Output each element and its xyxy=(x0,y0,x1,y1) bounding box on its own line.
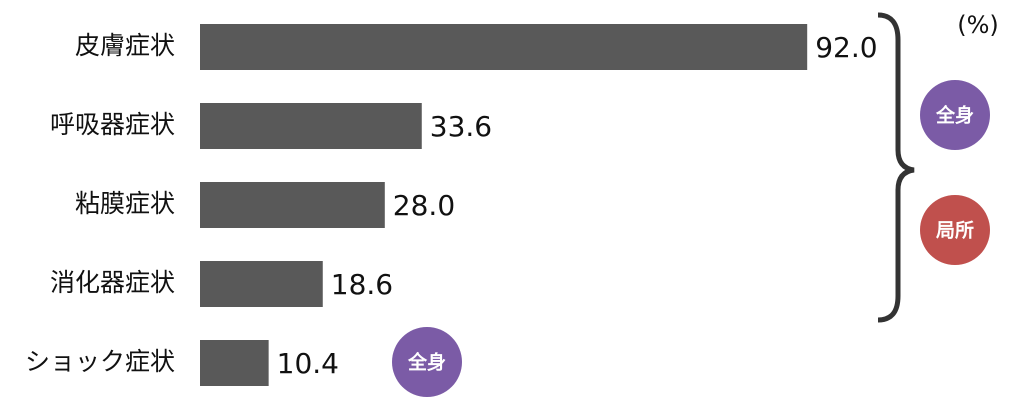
bar xyxy=(200,24,808,70)
value-label: 33.6 xyxy=(430,110,492,143)
category-label: ショック症状 xyxy=(25,347,175,376)
category-label: 消化器症状 xyxy=(50,268,175,297)
bar xyxy=(200,340,269,386)
category-label: 粘膜症状 xyxy=(75,189,175,218)
annotation-circle xyxy=(392,327,462,397)
category-label: 皮膚症状 xyxy=(75,31,175,60)
annotation-label: 局所 xyxy=(936,220,974,242)
category-label: 呼吸器症状 xyxy=(50,110,175,139)
bar xyxy=(200,182,385,228)
value-label: 92.0 xyxy=(815,31,877,64)
unit-label: (%) xyxy=(957,11,999,39)
annotation-circle xyxy=(920,195,990,265)
value-label: 28.0 xyxy=(393,189,455,222)
annotation-circle xyxy=(920,80,990,150)
bracket xyxy=(877,12,915,323)
annotation-label: 全身 xyxy=(935,104,974,127)
bar xyxy=(200,261,323,307)
annotation-label: 全身 xyxy=(407,351,446,374)
value-label: 18.6 xyxy=(331,268,393,301)
value-label: 10.4 xyxy=(277,347,339,380)
bar xyxy=(200,103,422,149)
